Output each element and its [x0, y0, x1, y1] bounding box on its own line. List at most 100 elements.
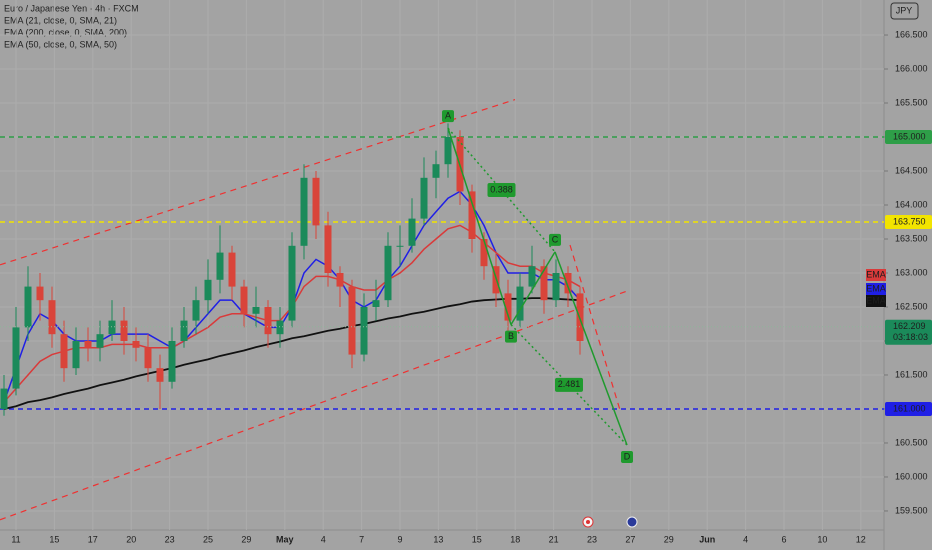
candle-body — [264, 306, 272, 335]
candle-body — [372, 300, 380, 307]
candle-body — [72, 340, 80, 369]
x-tick-label: 11 — [11, 534, 20, 544]
pattern-leg — [447, 127, 512, 325]
candle-body — [96, 334, 104, 348]
ema-tag-label: EMA — [866, 295, 886, 305]
last-price-label: 162.209 — [893, 321, 926, 331]
y-tick-label: 165.500 — [895, 97, 928, 107]
pattern-leg — [510, 251, 556, 326]
x-tick-label: 29 — [664, 534, 674, 544]
pattern-label: D — [624, 451, 631, 461]
y-tick-label: 163.500 — [895, 233, 928, 243]
x-tick-label: 13 — [433, 534, 443, 544]
candle-body — [516, 286, 524, 321]
x-tick-label: 23 — [587, 534, 597, 544]
y-tick-label: 161.500 — [895, 369, 928, 379]
projection-line — [569, 244, 621, 411]
icons — [582, 516, 638, 528]
y-tick-label: 164.000 — [895, 199, 928, 209]
y-tick-label: 162.500 — [895, 301, 928, 311]
x-tick-label: 18 — [510, 534, 520, 544]
candle-body — [528, 266, 536, 287]
x-tick-label: 29 — [241, 534, 251, 544]
x-tick-label: 7 — [359, 534, 364, 544]
candle-body — [132, 340, 140, 348]
x-tick-label: 15 — [49, 534, 59, 544]
level-tag — [885, 401, 932, 416]
candle-body — [312, 177, 320, 226]
candle-body — [60, 334, 68, 369]
y-tick-label: 163.000 — [895, 267, 928, 277]
candle-body — [24, 286, 32, 328]
candle-body — [444, 137, 452, 165]
event-icon[interactable] — [626, 516, 638, 528]
pattern-label: C — [552, 234, 559, 244]
candle-body — [108, 320, 116, 335]
y-tick-label: 159.500 — [895, 505, 928, 515]
x-tick-label: 21 — [549, 534, 559, 544]
level-label: 161.000 — [893, 403, 926, 413]
candle-body — [240, 286, 248, 314]
ema-tag — [866, 283, 886, 295]
channel-line — [0, 289, 631, 521]
pattern-point — [442, 110, 454, 123]
x-tick-label: 25 — [203, 534, 213, 544]
plot: 0.388 2.481 A B C D — [0, 99, 884, 521]
currency-box[interactable] — [890, 2, 919, 20]
ratio-label: 0.388 — [490, 184, 513, 194]
candle-body — [84, 340, 92, 348]
pattern-point — [549, 233, 561, 246]
candle-body — [144, 347, 152, 369]
legend-entry: EMA (200, close, 0, SMA, 200) — [4, 27, 127, 37]
x-tick-label: 15 — [472, 534, 482, 544]
ema-tag-label: EMA — [866, 283, 886, 293]
candle-body — [540, 266, 548, 301]
x-tick-label: May — [276, 534, 294, 544]
candle-body — [204, 279, 212, 301]
candle-body — [180, 320, 188, 341]
currency: JPY — [896, 5, 913, 15]
x-tick-label: 27 — [625, 534, 635, 544]
candle-body — [156, 368, 164, 382]
x-tick-label: Jun — [699, 534, 715, 544]
level-label: 165.000 — [893, 131, 926, 141]
x-tick-label: 17 — [88, 534, 98, 544]
pattern-point — [621, 451, 633, 464]
legend-entry: EMA (21, close, 0, SMA, 21) — [4, 15, 117, 25]
event-icon — [586, 520, 590, 524]
candle-body — [48, 300, 56, 335]
chart-title: Euro / Japanese Yen · 4h · FXCM — [4, 3, 139, 13]
candle-body — [504, 293, 512, 321]
x-tick-label: 23 — [165, 534, 175, 544]
candle-body — [564, 272, 572, 294]
candle-body — [288, 245, 296, 321]
ratio-box — [555, 377, 583, 392]
ema-tag — [866, 295, 886, 307]
candle-body — [468, 191, 476, 239]
x-tick-label: 4 — [743, 534, 748, 544]
candle-body — [216, 252, 224, 280]
candle-body — [396, 245, 404, 247]
pattern-point — [505, 330, 517, 343]
candle-body — [384, 245, 392, 301]
candle-body — [168, 340, 176, 382]
ema-line — [3, 297, 581, 410]
candle-body — [324, 225, 332, 273]
x-tick-label: 20 — [126, 534, 136, 544]
candle-body — [252, 306, 260, 314]
x-tick-label: 6 — [781, 534, 786, 544]
x-tick-label: 4 — [321, 534, 326, 544]
level-tag — [885, 214, 932, 229]
candle-body — [480, 238, 488, 267]
legend: Euro / Japanese Yen · 4h · FXCM EMA (21,… — [4, 3, 139, 49]
legend-entry: EMA (50, close, 0, SMA, 50) — [4, 39, 117, 49]
candle-body — [432, 164, 440, 178]
candle-body — [408, 218, 416, 246]
candle-body — [420, 177, 428, 219]
candle-body — [276, 320, 284, 335]
y-tick-label: 160.000 — [895, 471, 928, 481]
level-tag — [885, 130, 932, 145]
channel-line — [0, 99, 516, 266]
candle-body — [360, 306, 368, 355]
